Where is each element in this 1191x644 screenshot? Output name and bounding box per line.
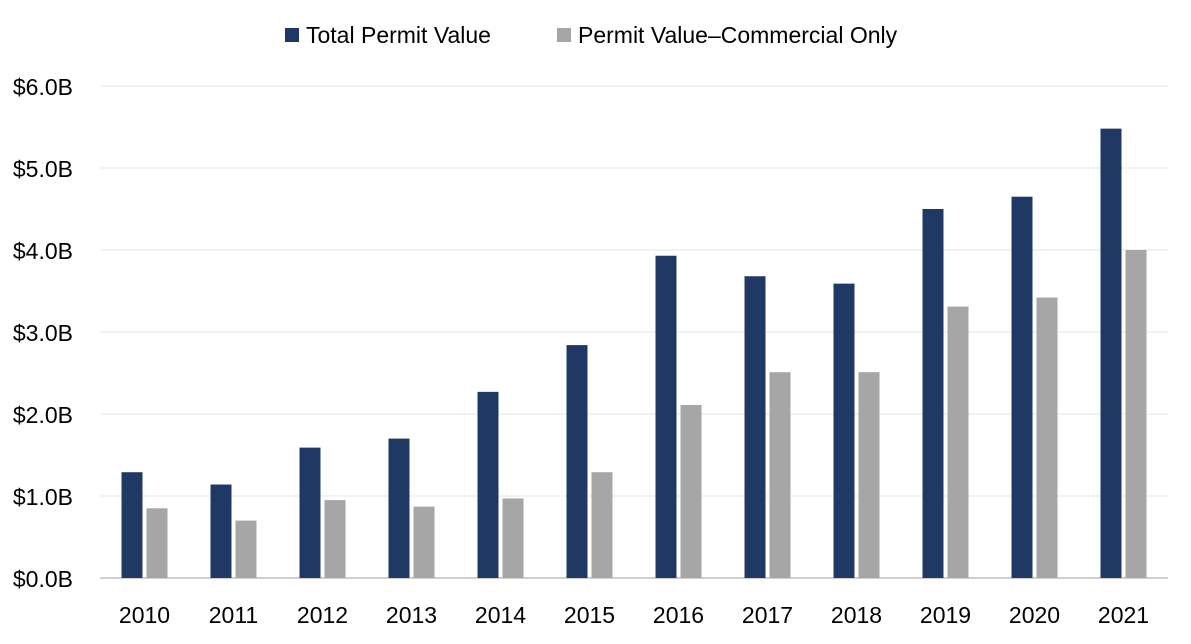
bar-total-permit-value: [210, 484, 232, 578]
y-tick-label: $4.0B: [13, 238, 73, 264]
bar-commercial-permit-value: [1036, 297, 1058, 578]
bar-total-permit-value: [477, 391, 499, 578]
bar-total-permit-value: [388, 438, 410, 578]
bar-total-permit-value: [566, 345, 588, 578]
x-tick-label: 2017: [742, 602, 793, 628]
legend-label: Permit Value–Commercial Only: [578, 22, 898, 48]
x-tick-label: 2019: [920, 602, 971, 628]
x-tick-label: 2016: [653, 602, 704, 628]
bar-total-permit-value: [655, 255, 677, 579]
bar-commercial-permit-value: [502, 498, 524, 578]
legend-label: Total Permit Value: [306, 22, 491, 48]
y-tick-label: $6.0B: [13, 74, 73, 100]
bar-total-permit-value: [1011, 196, 1033, 578]
bar-total-permit-value: [744, 276, 766, 578]
gridlines: [100, 85, 1168, 579]
x-tick-label: 2012: [297, 602, 348, 628]
x-tick-label: 2014: [475, 602, 526, 628]
y-tick-label: $2.0B: [13, 402, 73, 428]
x-axis: 2010 2011 2012 2013 2014 2015 2016 2017 2018 2019…: [119, 602, 1149, 628]
x-tick-label: 2015: [564, 602, 615, 628]
y-axis: $0.0B $1.0B $2.0B $3.0B $4.0B $5.0B $6.0B: [13, 74, 73, 592]
bar-commercial-permit-value: [235, 520, 257, 578]
bar-commercial-permit-value: [146, 508, 168, 578]
bar-commercial-permit-value: [858, 372, 880, 578]
bar-commercial-permit-value: [680, 404, 702, 578]
y-tick-label: $3.0B: [13, 320, 73, 346]
bar-total-permit-value: [121, 472, 143, 578]
bars: [121, 128, 1147, 579]
bar-total-permit-value: [922, 209, 944, 578]
x-tick-label: 2011: [209, 602, 258, 628]
y-tick-label: $1.0B: [13, 484, 73, 510]
bar-total-permit-value: [833, 283, 855, 578]
bar-commercial-permit-value: [769, 372, 791, 578]
bar-commercial-permit-value: [413, 506, 435, 578]
bar-commercial-permit-value: [591, 472, 613, 578]
bar-total-permit-value: [1100, 128, 1122, 578]
y-tick-label: $0.0B: [13, 566, 73, 592]
bar-commercial-permit-value: [324, 500, 346, 578]
legend: Total Permit Value Permit Value–Commercia…: [285, 22, 898, 48]
y-tick-label: $5.0B: [13, 156, 73, 182]
bar-total-permit-value: [299, 447, 321, 578]
legend-swatch: [557, 28, 571, 42]
x-tick-label: 2018: [831, 602, 882, 628]
x-tick-label: 2021: [1098, 602, 1149, 628]
x-tick-label: 2013: [386, 602, 437, 628]
bar-commercial-permit-value: [1125, 250, 1147, 578]
bar-commercial-permit-value: [947, 306, 969, 578]
legend-swatch: [285, 28, 299, 42]
x-tick-label: 2020: [1009, 602, 1060, 628]
x-tick-label: 2010: [119, 602, 170, 628]
